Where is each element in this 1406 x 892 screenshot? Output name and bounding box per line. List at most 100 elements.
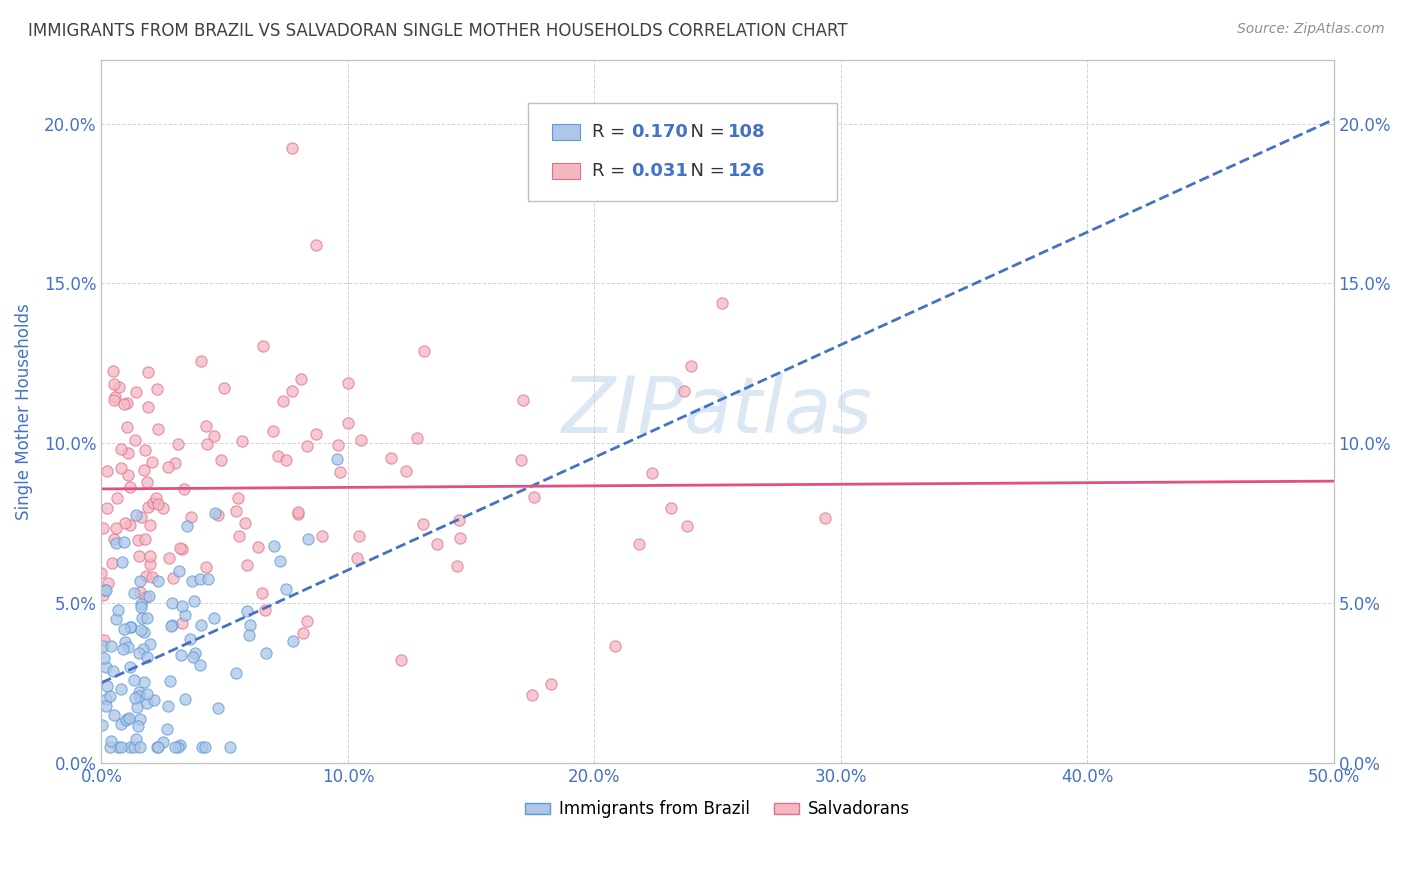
Point: [125, 385, 148, 400]
Point: [156, 460, 179, 475]
Point: [214, 380, 236, 394]
Point: [107, 603, 129, 617]
Point: [271, 393, 294, 408]
Point: [305, 427, 328, 442]
Text: 0.170: 0.170: [631, 123, 688, 141]
Point: [281, 140, 304, 154]
Point: [146, 382, 169, 396]
Point: [226, 491, 249, 506]
Point: [136, 400, 159, 414]
Point: [120, 659, 142, 673]
Point: [145, 491, 167, 505]
Text: ZIPatlas: ZIPatlas: [562, 374, 873, 450]
Point: [115, 396, 138, 410]
Point: [136, 475, 159, 489]
Point: [100, 639, 122, 653]
Point: [169, 738, 191, 752]
Point: [156, 699, 179, 714]
Point: [142, 692, 165, 706]
Point: [101, 556, 124, 570]
Point: [110, 442, 132, 456]
Text: 0.031: 0.031: [631, 162, 688, 180]
Point: [395, 464, 418, 478]
Point: [169, 648, 191, 662]
Point: [231, 434, 253, 448]
Point: [406, 431, 429, 445]
Point: [129, 585, 152, 599]
Point: [447, 513, 470, 527]
Point: [141, 570, 163, 584]
Point: [103, 707, 125, 722]
Point: [103, 532, 125, 546]
Point: [267, 449, 290, 463]
Point: [311, 529, 333, 543]
Point: [605, 639, 627, 653]
Text: N =: N =: [679, 123, 730, 141]
Point: [250, 585, 273, 599]
Point: [269, 554, 291, 568]
Legend: Immigrants from Brazil, Salvadorans: Immigrants from Brazil, Salvadorans: [519, 794, 917, 825]
Point: [135, 569, 157, 583]
Point: [283, 634, 305, 648]
Point: [139, 558, 162, 572]
Text: N =: N =: [679, 162, 730, 180]
Point: [180, 509, 202, 524]
Point: [336, 416, 359, 430]
Point: [146, 740, 169, 755]
Point: [202, 429, 225, 443]
Point: [117, 712, 139, 726]
Point: [120, 620, 142, 634]
Point: [166, 740, 188, 755]
Point: [124, 690, 146, 705]
Point: [179, 632, 201, 646]
Point: [101, 364, 124, 378]
Point: [162, 571, 184, 585]
Point: [195, 437, 218, 451]
Point: [253, 603, 276, 617]
Point: [136, 687, 159, 701]
Point: [129, 623, 152, 637]
Point: [146, 740, 169, 755]
Point: [176, 519, 198, 533]
Point: [97, 575, 120, 590]
Point: [96, 464, 118, 478]
Point: [262, 424, 284, 438]
Point: [120, 480, 142, 494]
Point: [659, 501, 682, 516]
Point: [118, 517, 141, 532]
Point: [117, 446, 139, 460]
Point: [252, 339, 274, 353]
Point: [103, 392, 125, 407]
Point: [297, 533, 319, 547]
Point: [112, 534, 135, 549]
Point: [132, 642, 155, 657]
Point: [350, 433, 373, 447]
Point: [125, 508, 148, 522]
Point: [134, 532, 156, 546]
Point: [136, 500, 159, 515]
Point: [672, 384, 695, 398]
Point: [139, 637, 162, 651]
Point: [110, 717, 132, 731]
Point: [512, 392, 534, 407]
Point: [128, 646, 150, 660]
Point: [134, 675, 156, 690]
Point: [169, 564, 191, 578]
Point: [163, 740, 186, 755]
Point: [380, 451, 402, 466]
Point: [117, 467, 139, 482]
Point: [125, 700, 148, 714]
Text: IMMIGRANTS FROM BRAZIL VS SALVADORAN SINGLE MOTHER HOUSEHOLDS CORRELATION CHART: IMMIGRANTS FROM BRAZIL VS SALVADORAN SIN…: [28, 22, 848, 40]
Point: [233, 516, 256, 531]
Point: [287, 506, 309, 520]
Point: [98, 689, 121, 703]
Point: [146, 497, 169, 511]
Point: [194, 419, 217, 434]
Point: [190, 354, 212, 368]
Point: [118, 740, 141, 755]
Point: [641, 467, 664, 481]
Point: [190, 618, 212, 632]
Point: [114, 713, 136, 727]
Point: [129, 510, 152, 524]
Point: [184, 646, 207, 660]
